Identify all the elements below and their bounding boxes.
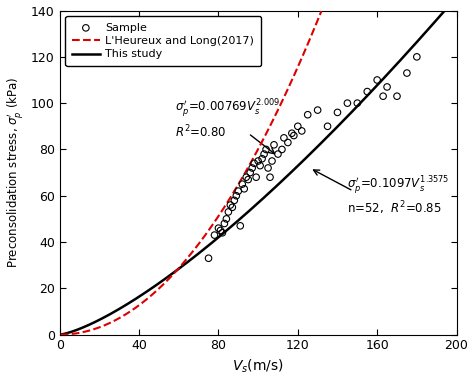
- This study: [405, 50, 410, 54]
- X-axis label: $V_s$(m/s): $V_s$(m/s): [232, 358, 284, 375]
- Sample: [403, 70, 410, 76]
- Sample: [264, 165, 272, 171]
- Sample: [235, 188, 242, 194]
- Sample: [393, 93, 401, 99]
- Sample: [290, 133, 298, 139]
- Sample: [268, 158, 276, 164]
- Sample: [298, 128, 306, 134]
- Sample: [270, 142, 278, 148]
- L'Heureux and Long(2017): [58, 332, 64, 337]
- Sample: [258, 156, 266, 162]
- Sample: [413, 54, 420, 60]
- Sample: [278, 146, 286, 152]
- Sample: [383, 84, 391, 90]
- Sample: [220, 221, 228, 227]
- L'Heureux and Long(2017): [177, 265, 182, 269]
- This study: [342, 117, 348, 121]
- Sample: [260, 151, 268, 157]
- Text: $\sigma_p^{\prime}$=0.00769$V_s^{2.009}$: $\sigma_p^{\prime}$=0.00769$V_s^{2.009}$: [175, 98, 280, 119]
- Sample: [255, 158, 262, 164]
- Sample: [314, 107, 321, 113]
- Y-axis label: Preconsolidation stress, $\sigma_p^{\prime}$ (kPa): Preconsolidation stress, $\sigma_p^{\pri…: [6, 77, 26, 268]
- Sample: [252, 174, 260, 180]
- Sample: [288, 130, 296, 136]
- Sample: [284, 139, 292, 146]
- Sample: [230, 197, 238, 203]
- This study: [103, 314, 109, 319]
- Sample: [205, 255, 212, 261]
- Sample: [304, 112, 311, 118]
- Text: $\sigma_p^{\prime}$=0.1097$V_s^{1.3575}$: $\sigma_p^{\prime}$=0.1097$V_s^{1.3575}$: [347, 174, 450, 196]
- Sample: [223, 216, 230, 222]
- Sample: [274, 151, 282, 157]
- Sample: [266, 174, 274, 180]
- Sample: [344, 100, 351, 106]
- Sample: [248, 165, 256, 171]
- Sample: [324, 123, 331, 129]
- L'Heureux and Long(2017): [129, 308, 135, 313]
- Sample: [217, 227, 224, 234]
- This study: [174, 268, 180, 272]
- Sample: [245, 176, 252, 182]
- Text: n=52,  $R^2$=0.85: n=52, $R^2$=0.85: [347, 199, 442, 216]
- L'Heureux and Long(2017): [64, 332, 70, 337]
- L'Heureux and Long(2017): [120, 314, 126, 319]
- Sample: [354, 100, 361, 106]
- Sample: [228, 204, 236, 210]
- Sample: [364, 88, 371, 94]
- L'Heureux and Long(2017): [253, 151, 258, 156]
- L'Heureux and Long(2017): [319, 9, 324, 13]
- Line: L'Heureux and Long(2017): L'Heureux and Long(2017): [61, 11, 321, 335]
- This study: [97, 317, 103, 322]
- Sample: [215, 225, 222, 231]
- Sample: [225, 209, 232, 215]
- Sample: [227, 202, 234, 208]
- L'Heureux and Long(2017): [137, 302, 143, 307]
- Sample: [242, 174, 250, 180]
- Sample: [280, 135, 288, 141]
- Sample: [334, 109, 341, 115]
- Sample: [379, 93, 387, 99]
- Legend: Sample, L'Heureux and Long(2017), This study: Sample, L'Heureux and Long(2017), This s…: [65, 16, 261, 66]
- Sample: [240, 186, 248, 192]
- Sample: [210, 232, 218, 238]
- Sample: [246, 170, 254, 176]
- Sample: [256, 163, 264, 169]
- Sample: [237, 223, 244, 229]
- Text: $R^2$=0.80: $R^2$=0.80: [175, 123, 226, 140]
- Line: This study: This study: [61, 11, 445, 335]
- This study: [395, 61, 401, 65]
- This study: [442, 8, 447, 13]
- Sample: [294, 123, 301, 129]
- Sample: [250, 160, 258, 166]
- Sample: [219, 230, 226, 236]
- Sample: [233, 193, 240, 199]
- Sample: [238, 181, 246, 187]
- Sample: [374, 77, 381, 83]
- Sample: [262, 146, 270, 152]
- This study: [58, 332, 64, 337]
